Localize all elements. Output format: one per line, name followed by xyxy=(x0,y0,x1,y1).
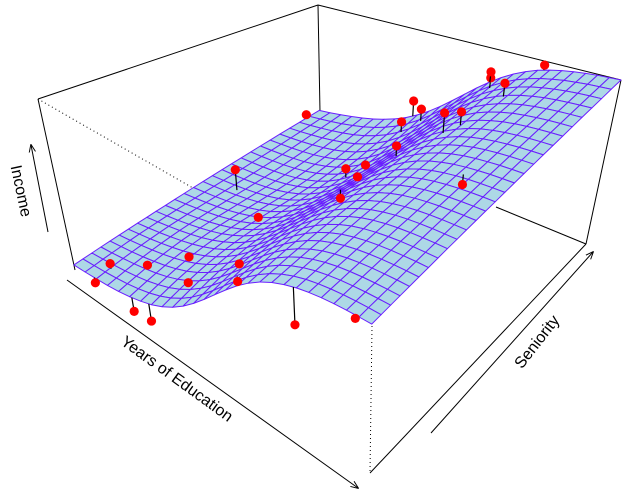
data-point xyxy=(391,141,402,151)
z-axis-label: Income xyxy=(7,164,35,219)
data-point xyxy=(142,260,153,270)
data-point xyxy=(301,110,311,120)
data-point xyxy=(184,252,194,262)
data-point xyxy=(90,278,100,288)
data-point xyxy=(396,117,407,127)
x-axis-label: Years of Education xyxy=(118,333,236,425)
box-edge-back-vertical xyxy=(317,4,321,113)
data-point xyxy=(183,278,193,288)
education-axis-arrow xyxy=(66,279,358,488)
box-edge-hidden-left xyxy=(37,98,241,216)
box-edge-bottom-right xyxy=(369,243,587,474)
data-point xyxy=(335,193,346,203)
data-point xyxy=(540,60,550,70)
data-point xyxy=(500,78,510,88)
data-point xyxy=(440,108,450,118)
data-point xyxy=(457,179,468,190)
data-point xyxy=(486,67,496,77)
data-point xyxy=(290,320,300,330)
regression-surface xyxy=(73,69,622,325)
seniority-axis-arrow xyxy=(430,252,593,434)
data-point xyxy=(456,107,467,117)
income-axis-arrow xyxy=(31,145,49,233)
surface-facet xyxy=(358,307,382,325)
box-edge-hidden-front xyxy=(369,325,373,474)
data-point xyxy=(416,104,426,114)
data-points xyxy=(90,60,550,330)
data-point xyxy=(360,160,371,170)
box-edge-top-left xyxy=(37,4,319,100)
data-point xyxy=(352,172,363,182)
data-point xyxy=(230,165,240,175)
data-point xyxy=(409,96,419,106)
data-point xyxy=(146,316,157,326)
axes xyxy=(31,145,593,488)
data-point xyxy=(105,258,115,269)
box-edge-bottom-back xyxy=(495,206,587,245)
box-edge-top-right xyxy=(317,4,622,81)
data-point xyxy=(234,259,244,269)
box-edge-right-vertical xyxy=(585,79,622,245)
box-edge-left-vertical xyxy=(37,98,76,271)
y-axis-label: Seniority xyxy=(512,312,564,372)
residual-stem xyxy=(292,286,296,325)
data-point xyxy=(350,313,360,323)
data-point xyxy=(341,164,351,174)
data-point xyxy=(233,276,243,287)
bounding-box xyxy=(37,4,622,474)
data-point xyxy=(129,306,139,317)
data-point xyxy=(253,212,263,222)
